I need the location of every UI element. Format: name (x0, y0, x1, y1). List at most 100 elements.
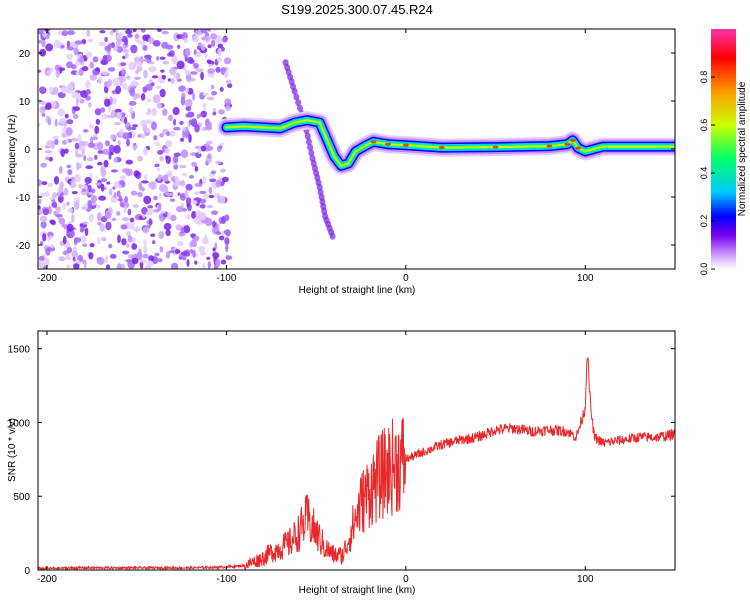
noise-blob (206, 96, 215, 101)
noise-blob (185, 133, 189, 139)
noise-blob (186, 259, 190, 267)
noise-blob (143, 195, 152, 205)
noise-blob (177, 44, 181, 49)
noise-blob (170, 78, 175, 84)
noise-blob (159, 56, 166, 60)
noise-blob (95, 204, 101, 209)
noise-blob (159, 88, 166, 98)
colorbar-tick-label: 0.2 (699, 215, 709, 228)
noise-blob (179, 120, 184, 125)
noise-blob (113, 46, 117, 51)
noise-blob (201, 237, 209, 245)
noise-blob (45, 156, 50, 161)
noise-blob (203, 193, 209, 200)
noise-blob (109, 134, 118, 140)
noise-blob (163, 186, 169, 195)
noise-blob (92, 71, 100, 75)
noise-blob (185, 183, 193, 191)
noise-blob (89, 243, 95, 248)
noise-blob (209, 178, 217, 183)
noise-blob (66, 61, 73, 69)
noise-blob (91, 188, 96, 194)
noise-blob (218, 235, 225, 241)
diagonal-blob (308, 149, 315, 157)
noise-blob (166, 131, 170, 137)
noise-blob (227, 83, 233, 88)
noise-blob (90, 195, 98, 203)
noise-blob (58, 217, 66, 225)
noise-blob (84, 176, 92, 184)
noise-blob (38, 179, 43, 187)
noise-blob (141, 180, 149, 184)
noise-blob (116, 190, 121, 198)
noise-blob (174, 249, 181, 254)
noise-blob (134, 33, 140, 39)
x-tick-label: 100 (577, 273, 594, 284)
noise-blob (212, 247, 216, 252)
noise-blob (94, 125, 100, 135)
noise-blob (157, 202, 162, 212)
noise-blob (178, 85, 186, 92)
noise-blob (116, 112, 122, 120)
noise-blob (153, 195, 158, 201)
noise-blob (122, 55, 126, 60)
noise-blob (39, 106, 46, 114)
noise-blob (67, 169, 73, 176)
y-tick-label: 1500 (8, 345, 31, 356)
noise-blob (158, 231, 164, 239)
noise-blob (65, 139, 69, 143)
noise-blob (124, 116, 128, 125)
noise-blob (39, 48, 47, 57)
noise-blob (140, 29, 146, 33)
noise-blob (98, 41, 106, 47)
noise-blob (162, 174, 169, 183)
noise-blob (176, 72, 180, 79)
noise-blob (210, 90, 218, 96)
noise-blob (87, 142, 96, 148)
noise-blob (51, 201, 58, 208)
noise-blob (121, 238, 127, 246)
noise-blob (160, 69, 165, 73)
noise-blob (71, 213, 75, 223)
noise-blob (129, 217, 135, 223)
noise-blob (180, 226, 185, 234)
noise-blob (210, 33, 218, 40)
noise-blob (128, 61, 136, 71)
noise-blob (154, 252, 160, 257)
noise-blob (207, 68, 215, 74)
noise-blob (143, 45, 148, 51)
noise-blob (208, 194, 215, 199)
noise-blob (148, 61, 155, 65)
noise-blob (117, 139, 121, 147)
diagonal-blob (293, 93, 300, 101)
noise-blob (143, 147, 148, 157)
noise-blob (159, 246, 164, 253)
noise-blob (113, 145, 121, 154)
noise-blob (127, 33, 133, 38)
noise-blob (122, 250, 130, 255)
noise-blob (97, 161, 103, 166)
noise-blob (55, 206, 60, 212)
noise-blob (100, 168, 107, 178)
noise-blob (73, 106, 80, 112)
noise-blob (42, 208, 50, 216)
noise-blob (187, 87, 194, 95)
noise-blob (61, 85, 67, 94)
noise-blob (43, 257, 50, 267)
noise-blob (38, 122, 41, 128)
noise-blob (134, 76, 141, 80)
x-tick-label: 100 (577, 574, 594, 585)
noise-blob (211, 39, 216, 47)
noise-blob (42, 233, 47, 242)
y-tick-label: 1000 (8, 418, 31, 429)
chart-title: S199.2025.300.07.45.R24 (281, 2, 433, 17)
noise-blob (175, 224, 182, 231)
noise-blob (152, 40, 161, 47)
noise-blob (162, 60, 169, 65)
noise-blob (38, 255, 45, 262)
noise-blob (200, 145, 207, 152)
noise-blob (178, 164, 187, 169)
noise-blob (78, 140, 87, 147)
noise-blob (86, 29, 91, 37)
noise-blob (45, 43, 54, 52)
